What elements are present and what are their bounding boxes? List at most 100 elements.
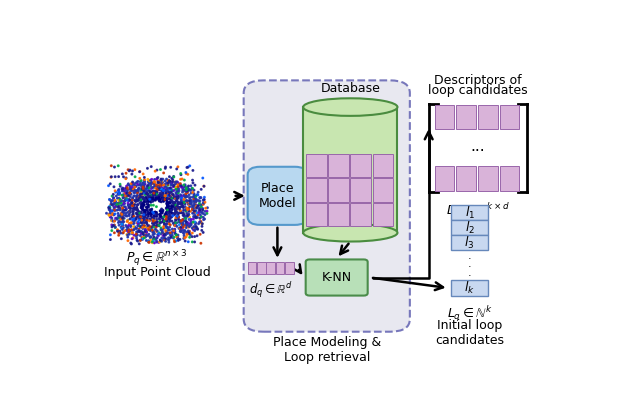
Point (133, 178, 143, 185)
Point (163, 192, 173, 198)
Point (136, 208, 147, 215)
Point (122, 213, 132, 219)
Point (188, 216, 198, 222)
Point (105, 213, 115, 220)
Point (122, 226, 132, 233)
Point (132, 223, 143, 229)
Point (164, 212, 175, 219)
FancyBboxPatch shape (248, 167, 307, 225)
Point (179, 211, 189, 218)
Point (173, 190, 184, 196)
Point (115, 228, 125, 235)
Point (134, 185, 144, 192)
Point (140, 224, 150, 231)
Point (160, 202, 170, 209)
Point (143, 208, 153, 215)
Point (135, 237, 145, 243)
Point (181, 192, 191, 199)
Point (172, 191, 182, 198)
Point (172, 190, 182, 196)
Point (173, 184, 183, 191)
Point (156, 199, 166, 205)
Point (197, 202, 207, 208)
Point (140, 188, 150, 195)
Point (110, 224, 120, 231)
Point (191, 202, 201, 208)
Point (147, 215, 157, 221)
Point (148, 197, 159, 204)
Point (138, 184, 148, 190)
Point (162, 197, 172, 204)
Point (126, 186, 136, 192)
Point (183, 231, 193, 237)
Point (198, 197, 208, 204)
Point (181, 185, 191, 191)
Point (180, 183, 190, 189)
Point (128, 227, 138, 233)
Point (131, 205, 141, 211)
Point (152, 239, 162, 245)
Point (200, 199, 210, 206)
Point (162, 208, 172, 215)
Text: Descriptors of: Descriptors of (434, 74, 522, 86)
Point (150, 202, 160, 208)
Point (114, 186, 124, 193)
Point (125, 216, 136, 222)
Point (146, 213, 156, 219)
Point (149, 236, 159, 242)
Point (191, 198, 201, 205)
Point (152, 189, 162, 195)
Point (124, 186, 134, 193)
Point (180, 191, 191, 197)
Point (189, 191, 199, 198)
Point (157, 201, 167, 207)
Point (136, 189, 147, 196)
Point (177, 195, 187, 201)
Point (193, 206, 204, 212)
Point (136, 204, 146, 211)
Point (119, 210, 129, 216)
Point (156, 166, 166, 173)
Point (154, 199, 164, 205)
Point (145, 224, 155, 230)
Point (148, 224, 159, 231)
Point (139, 214, 149, 221)
Point (170, 222, 180, 228)
Point (105, 204, 115, 211)
Point (122, 218, 132, 225)
Point (155, 218, 165, 225)
Point (160, 193, 170, 199)
Point (110, 211, 120, 217)
Point (129, 193, 139, 199)
Point (167, 180, 177, 186)
Point (161, 200, 172, 207)
Point (149, 178, 159, 185)
Point (138, 196, 148, 202)
Point (149, 176, 159, 183)
Point (147, 199, 157, 206)
Point (157, 229, 168, 236)
Point (133, 219, 143, 225)
Bar (350, 178, 371, 202)
Point (180, 201, 190, 207)
Point (170, 206, 180, 213)
Point (154, 195, 164, 202)
Point (136, 198, 146, 204)
Point (159, 183, 170, 190)
Point (155, 237, 165, 243)
Bar (306, 203, 326, 226)
Point (179, 207, 189, 213)
Point (199, 183, 209, 189)
Point (113, 210, 124, 217)
Point (157, 214, 167, 220)
Point (132, 197, 143, 203)
Point (151, 201, 161, 207)
Point (141, 237, 152, 244)
Point (149, 207, 159, 214)
Point (148, 236, 158, 242)
Point (164, 190, 174, 196)
Point (188, 167, 198, 174)
Point (148, 179, 159, 186)
Point (151, 192, 161, 199)
Point (141, 207, 151, 213)
